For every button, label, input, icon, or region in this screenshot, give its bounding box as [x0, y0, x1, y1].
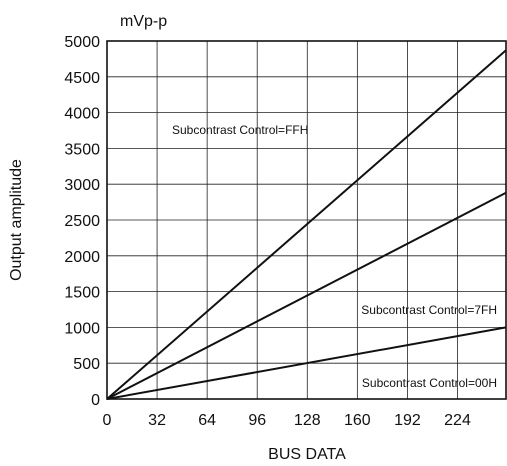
- series-lines: [106, 49, 507, 400]
- x-tick-label: 192: [394, 412, 421, 429]
- y-tick-label: 500: [73, 356, 100, 373]
- x-tick-label: 224: [444, 412, 471, 429]
- series-line-2: [106, 191, 507, 400]
- series-label-3: Subcontrast Control=00H: [362, 376, 497, 390]
- grid: [106, 40, 506, 400]
- y-tick-label: 2000: [64, 249, 100, 266]
- x-tick-label: 32: [148, 412, 166, 429]
- y-tick-label: 5000: [64, 34, 100, 51]
- y-unit-label: mVp-p: [120, 13, 167, 30]
- series-label-2: Subcontrast Control=7FH: [361, 303, 497, 317]
- x-tick-label: 128: [294, 412, 321, 429]
- series-line-3: [106, 326, 507, 400]
- x-tick-label: 96: [248, 412, 266, 429]
- series-label-1: Subcontrast Control=FFH: [172, 123, 308, 137]
- y-tick-label: 1000: [64, 320, 100, 337]
- series-line-1: [106, 49, 507, 400]
- x-tick-labels: 0 32 64 96 128 160 192 224: [103, 412, 471, 429]
- y-tick-label: 1500: [64, 285, 100, 302]
- y-tick-labels: 0 500 1000 1500 2000 2500 3000 3500 4000 4500 5000: [64, 34, 100, 409]
- y-tick-label: 4000: [64, 106, 100, 123]
- plot-frame: [106, 40, 507, 400]
- y-tick-label: 4500: [64, 70, 100, 87]
- x-tick-label: 0: [103, 412, 112, 429]
- x-tick-label: 64: [198, 412, 216, 429]
- series-labels: Subcontrast Control=FFH Subcontrast Contr…: [172, 123, 497, 390]
- y-tick-label: 0: [91, 392, 100, 409]
- x-tick-label: 160: [344, 412, 371, 429]
- y-axis-title: Output amplitude: [8, 159, 25, 281]
- y-tick-label: 3500: [64, 141, 100, 158]
- y-tick-label: 3000: [64, 177, 100, 194]
- y-tick-label: 2500: [64, 213, 100, 230]
- x-axis-title: BUS DATA: [268, 446, 346, 463]
